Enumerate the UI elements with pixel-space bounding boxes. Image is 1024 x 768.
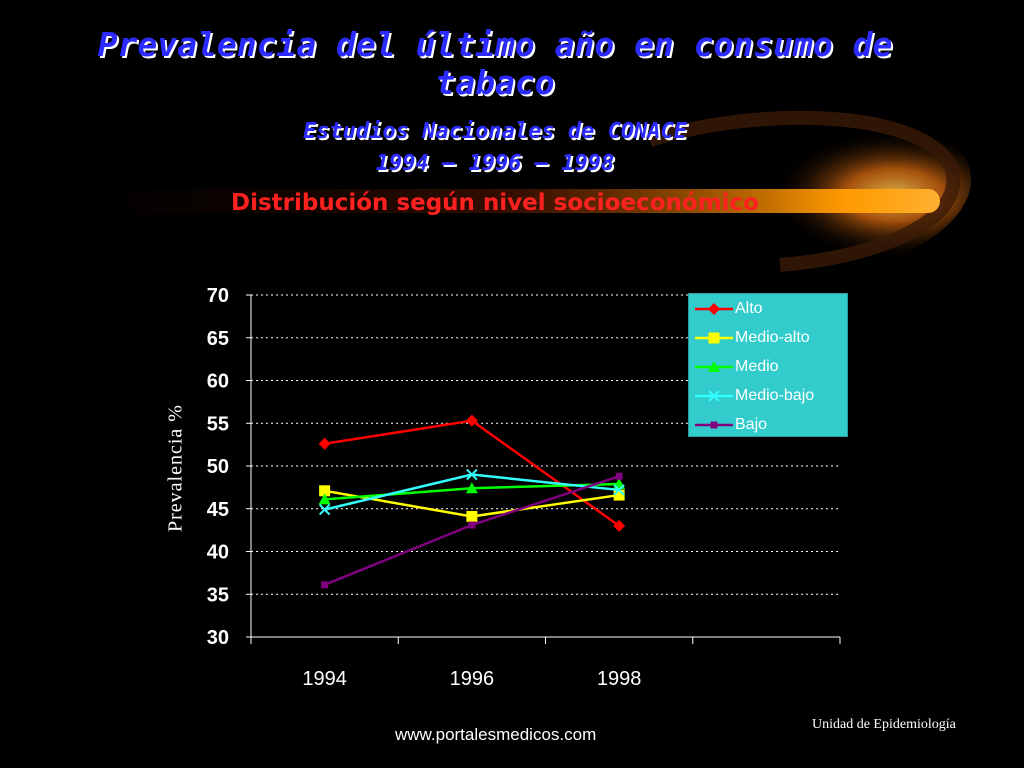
data-point-medio [318, 493, 331, 505]
legend-swatch-medio-bajo [695, 390, 733, 402]
y-tick-label: 35 [207, 584, 229, 606]
data-point-medio [465, 482, 478, 494]
y-tick-label: 60 [207, 371, 229, 393]
y-tick-label: 70 [207, 285, 229, 307]
data-point-bajo [321, 581, 329, 589]
subtitle-distribution: Distribución según nivel socioeconómico [231, 190, 759, 216]
data-point-medio-alto [319, 485, 331, 497]
y-tick-label: 50 [207, 456, 229, 478]
data-point-medio-bajo [613, 484, 625, 496]
title-line-2: tabaco [435, 63, 555, 102]
y-tick-label: 65 [207, 328, 229, 350]
legend-item-medio-alto: Medio-alto [695, 325, 810, 351]
data-point-bajo [615, 472, 623, 480]
legend-label-bajo: Bajo [735, 416, 768, 433]
legend-item-medio: Medio [695, 354, 779, 380]
data-point-alto [465, 414, 478, 427]
legend-label-medio: Medio [735, 358, 779, 375]
legend-swatch-alto [695, 303, 733, 315]
x-tick-label: 1994 [302, 668, 347, 690]
legend-item-medio-bajo: Medio-bajo [695, 383, 814, 409]
y-axis-label: Prevalencia % [164, 404, 187, 532]
legend-swatch-medio [695, 361, 733, 372]
slide-title: Prevalencia del último año en consumo de… [0, 26, 990, 102]
chart-legend: Alto Medio-alto Medio Medio-bajo Bajo [688, 293, 848, 437]
legend-item-bajo: Bajo [695, 412, 767, 438]
footer-unit: Unidad de Epidemiología [812, 717, 956, 732]
decorative-swoosh [0, 102, 972, 288]
y-tick-label: 55 [207, 413, 229, 435]
data-point-medio-alto [466, 510, 478, 522]
footer-url: www.portalesmedicos.com [395, 725, 597, 744]
data-point-alto [613, 519, 626, 532]
legend-item-alto: Alto [695, 296, 763, 322]
y-tick-label: 40 [207, 542, 229, 564]
data-point-medio-bajo [318, 503, 331, 516]
x-tick-label: 1998 [597, 668, 642, 690]
data-point-medio-bajo [466, 468, 478, 481]
data-point-medio-alto [613, 489, 625, 501]
data-point-bajo [468, 521, 476, 529]
legend-swatch-medio-alto [695, 332, 733, 344]
legend-label-medio-bajo: Medio-bajo [735, 387, 815, 404]
y-tick-label: 45 [207, 499, 229, 521]
legend-label-alto: Alto [735, 300, 763, 317]
subtitle-years: 1994 – 1996 – 1998 [375, 151, 615, 176]
legend-label-medio-alto: Medio-alto [735, 329, 810, 346]
y-tick-label: 30 [207, 627, 229, 649]
subtitle-source: Estudios Nacionales de CONACE [302, 119, 688, 144]
data-point-alto [318, 437, 331, 450]
legend-swatch-bajo [695, 421, 733, 429]
x-tick-label: 1996 [450, 668, 495, 690]
title-line-1: Prevalencia del último año en consumo de [97, 25, 893, 64]
